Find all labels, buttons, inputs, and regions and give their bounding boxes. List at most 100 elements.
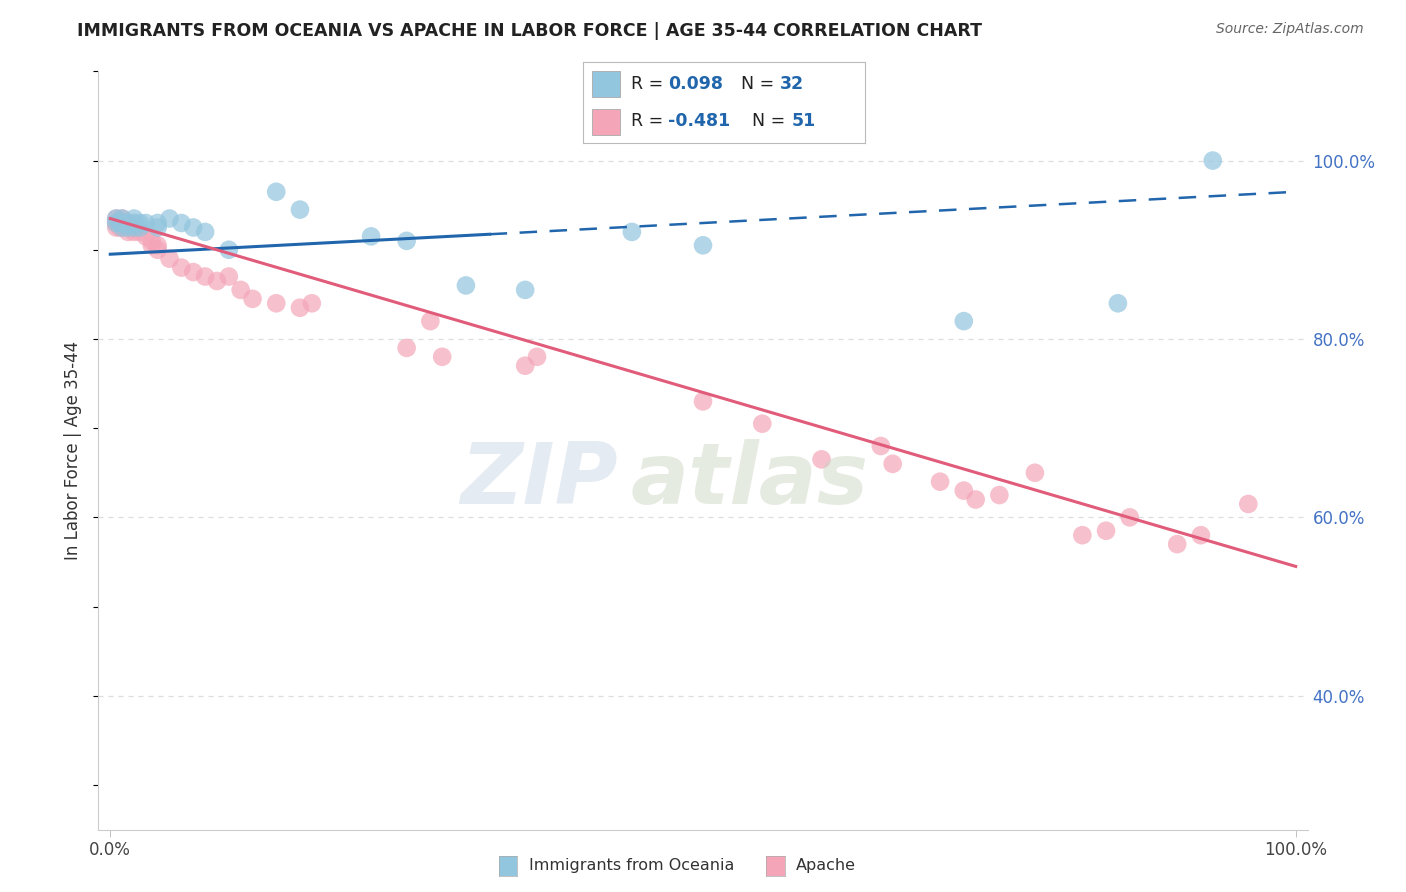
- Text: IMMIGRANTS FROM OCEANIA VS APACHE IN LABOR FORCE | AGE 35-44 CORRELATION CHART: IMMIGRANTS FROM OCEANIA VS APACHE IN LAB…: [77, 22, 983, 40]
- Point: [135, 216, 157, 230]
- Point: [111, 220, 134, 235]
- Point: [117, 220, 139, 235]
- Point: [965, 492, 987, 507]
- Point: [105, 211, 128, 226]
- Bar: [592, 109, 620, 135]
- Point: [122, 220, 145, 235]
- Point: [122, 220, 145, 235]
- Point: [111, 211, 134, 226]
- Point: [229, 283, 252, 297]
- Point: [122, 216, 145, 230]
- Point: [288, 202, 311, 217]
- Point: [929, 475, 952, 489]
- Point: [869, 439, 891, 453]
- Point: [129, 216, 152, 230]
- Point: [515, 359, 537, 373]
- Point: [419, 314, 441, 328]
- Text: 51: 51: [792, 112, 815, 130]
- Point: [620, 225, 643, 239]
- Point: [135, 229, 157, 244]
- Point: [360, 229, 382, 244]
- Point: [432, 350, 454, 364]
- Bar: [592, 71, 620, 97]
- Point: [882, 457, 904, 471]
- Point: [218, 269, 240, 284]
- Point: [395, 341, 418, 355]
- Point: [105, 211, 128, 226]
- Point: [170, 260, 193, 275]
- Point: [122, 225, 145, 239]
- Point: [117, 216, 139, 230]
- Point: [1095, 524, 1118, 538]
- Point: [146, 243, 169, 257]
- Point: [181, 220, 204, 235]
- Point: [692, 394, 714, 409]
- Point: [194, 225, 217, 239]
- Point: [141, 238, 163, 252]
- Point: [159, 211, 181, 226]
- Point: [1024, 466, 1046, 480]
- Point: [288, 301, 311, 315]
- Text: 32: 32: [780, 75, 804, 93]
- Point: [1119, 510, 1142, 524]
- Point: [301, 296, 323, 310]
- Point: [146, 220, 169, 235]
- Text: atlas: atlas: [630, 439, 869, 523]
- Point: [170, 216, 193, 230]
- Point: [194, 269, 217, 284]
- Point: [515, 283, 537, 297]
- Point: [111, 220, 134, 235]
- Text: N =: N =: [741, 75, 780, 93]
- Point: [159, 252, 181, 266]
- Point: [526, 350, 548, 364]
- Text: ZIP: ZIP: [461, 439, 619, 523]
- Point: [264, 296, 287, 310]
- Point: [1107, 296, 1129, 310]
- Point: [988, 488, 1011, 502]
- Point: [129, 225, 152, 239]
- Point: [810, 452, 832, 467]
- Point: [105, 220, 128, 235]
- Point: [692, 238, 714, 252]
- Point: [111, 216, 134, 230]
- Point: [1189, 528, 1212, 542]
- Point: [1166, 537, 1188, 551]
- Point: [1071, 528, 1094, 542]
- Point: [181, 265, 204, 279]
- Point: [1202, 153, 1225, 168]
- Point: [242, 292, 264, 306]
- Text: Source: ZipAtlas.com: Source: ZipAtlas.com: [1216, 22, 1364, 37]
- Point: [141, 234, 163, 248]
- Point: [117, 216, 139, 230]
- Point: [205, 274, 228, 288]
- Point: [111, 211, 134, 226]
- Text: -0.481: -0.481: [668, 112, 730, 130]
- Point: [122, 211, 145, 226]
- Point: [146, 216, 169, 230]
- Point: [218, 243, 240, 257]
- Point: [146, 238, 169, 252]
- Text: Immigrants from Oceania: Immigrants from Oceania: [529, 858, 734, 872]
- Point: [751, 417, 773, 431]
- Text: R =: R =: [631, 75, 669, 93]
- Point: [952, 483, 974, 498]
- Point: [111, 216, 134, 230]
- Text: Apache: Apache: [796, 858, 856, 872]
- Point: [264, 185, 287, 199]
- Point: [129, 220, 152, 235]
- Point: [108, 216, 131, 230]
- Point: [454, 278, 477, 293]
- Text: 0.098: 0.098: [668, 75, 723, 93]
- Point: [952, 314, 974, 328]
- Point: [1237, 497, 1260, 511]
- Point: [105, 216, 128, 230]
- Point: [108, 216, 131, 230]
- Point: [395, 234, 418, 248]
- Point: [105, 216, 128, 230]
- Point: [117, 220, 139, 235]
- Point: [108, 220, 131, 235]
- Text: N =: N =: [752, 112, 792, 130]
- Point: [117, 225, 139, 239]
- Text: R =: R =: [631, 112, 669, 130]
- Y-axis label: In Labor Force | Age 35-44: In Labor Force | Age 35-44: [65, 341, 83, 560]
